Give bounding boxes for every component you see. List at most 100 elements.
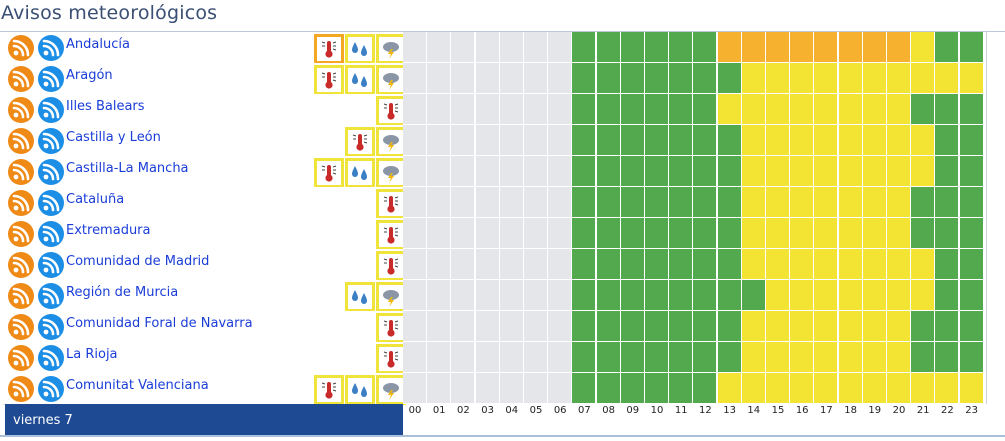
temperature-warning-icon[interactable] — [376, 96, 406, 126]
warning-cell[interactable] — [572, 342, 597, 373]
rss-feed-icon[interactable] — [38, 252, 64, 278]
warning-cell[interactable] — [887, 249, 911, 280]
warning-cell[interactable] — [838, 63, 863, 94]
warning-cell[interactable] — [693, 63, 718, 94]
warning-cell[interactable] — [887, 187, 911, 218]
warning-cell[interactable] — [862, 63, 887, 94]
temperature-warning-icon[interactable] — [376, 313, 406, 343]
rss-feed-icon[interactable] — [38, 190, 64, 216]
warning-cell[interactable] — [403, 373, 427, 404]
warning-cell[interactable] — [717, 63, 742, 94]
warning-cell[interactable] — [475, 94, 500, 125]
warning-cell[interactable] — [790, 342, 815, 373]
warning-cell[interactable] — [959, 280, 984, 311]
warning-cell[interactable] — [645, 94, 669, 125]
warning-cell[interactable] — [645, 156, 669, 187]
warning-cell[interactable] — [790, 32, 815, 63]
warning-cell[interactable] — [766, 125, 790, 156]
warning-cell[interactable] — [959, 311, 984, 342]
rss-feed-icon[interactable] — [8, 252, 34, 278]
warning-cell[interactable] — [451, 125, 476, 156]
warning-cell[interactable] — [790, 156, 815, 187]
warning-cell[interactable] — [620, 373, 645, 404]
warning-cell[interactable] — [935, 311, 960, 342]
warning-cell[interactable] — [693, 187, 718, 218]
region-link[interactable]: Cataluña — [66, 192, 125, 207]
warning-cell[interactable] — [524, 218, 548, 249]
warning-cell[interactable] — [911, 280, 936, 311]
rss-feed-icon[interactable] — [38, 35, 64, 61]
rss-feed-icon[interactable] — [8, 159, 34, 185]
warning-cell[interactable] — [620, 125, 645, 156]
storm-warning-icon[interactable] — [376, 65, 406, 95]
warning-cell[interactable] — [548, 342, 573, 373]
warning-cell[interactable] — [959, 218, 984, 249]
warning-cell[interactable] — [524, 342, 548, 373]
rain-warning-icon[interactable] — [345, 34, 375, 64]
warning-cell[interactable] — [596, 249, 621, 280]
warning-cell[interactable] — [935, 280, 960, 311]
warning-cell[interactable] — [620, 342, 645, 373]
warning-cell[interactable] — [911, 63, 936, 94]
warning-cell[interactable] — [862, 32, 887, 63]
warning-cell[interactable] — [959, 125, 984, 156]
warning-cell[interactable] — [935, 342, 960, 373]
warning-cell[interactable] — [693, 249, 718, 280]
warning-cell[interactable] — [475, 63, 500, 94]
warning-cell[interactable] — [959, 373, 984, 404]
temperature-warning-icon[interactable] — [376, 189, 406, 219]
rain-warning-icon[interactable] — [345, 158, 375, 188]
warning-cell[interactable] — [741, 125, 766, 156]
warning-cell[interactable] — [572, 94, 597, 125]
warning-cell[interactable] — [572, 249, 597, 280]
warning-cell[interactable] — [499, 125, 524, 156]
warning-cell[interactable] — [862, 249, 887, 280]
warning-cell[interactable] — [717, 249, 742, 280]
storm-warning-icon[interactable] — [376, 158, 406, 188]
warning-cell[interactable] — [717, 373, 742, 404]
region-link[interactable]: Andalucía — [66, 37, 130, 52]
warning-cell[interactable] — [548, 63, 573, 94]
rss-feed-icon[interactable] — [38, 345, 64, 371]
warning-cell[interactable] — [499, 63, 524, 94]
warning-cell[interactable] — [959, 63, 984, 94]
warning-cell[interactable] — [499, 342, 524, 373]
warning-cell[interactable] — [403, 342, 427, 373]
warning-cell[interactable] — [669, 311, 694, 342]
warning-cell[interactable] — [959, 187, 984, 218]
rss-feed-icon[interactable] — [38, 128, 64, 154]
warning-cell[interactable] — [741, 311, 766, 342]
warning-cell[interactable] — [596, 125, 621, 156]
warning-cell[interactable] — [766, 373, 790, 404]
warning-cell[interactable] — [548, 311, 573, 342]
warning-cell[interactable] — [475, 218, 500, 249]
warning-cell[interactable] — [451, 187, 476, 218]
warning-cell[interactable] — [911, 373, 936, 404]
warning-cell[interactable] — [741, 218, 766, 249]
rss-feed-icon[interactable] — [8, 190, 34, 216]
warning-cell[interactable] — [862, 187, 887, 218]
warning-cell[interactable] — [427, 280, 452, 311]
warning-cell[interactable] — [717, 187, 742, 218]
warning-cell[interactable] — [935, 373, 960, 404]
warning-cell[interactable] — [475, 32, 500, 63]
storm-warning-icon[interactable] — [376, 34, 406, 64]
warning-cell[interactable] — [548, 94, 573, 125]
warning-cell[interactable] — [645, 280, 669, 311]
warning-cell[interactable] — [427, 32, 452, 63]
warning-cell[interactable] — [887, 156, 911, 187]
warning-cell[interactable] — [669, 125, 694, 156]
warning-cell[interactable] — [524, 94, 548, 125]
warning-cell[interactable] — [499, 94, 524, 125]
rss-feed-icon[interactable] — [38, 97, 64, 123]
warning-cell[interactable] — [475, 280, 500, 311]
warning-cell[interactable] — [475, 187, 500, 218]
warning-cell[interactable] — [499, 187, 524, 218]
region-link[interactable]: Comunidad Foral de Navarra — [66, 316, 253, 331]
rss-feed-icon[interactable] — [8, 221, 34, 247]
warning-cell[interactable] — [862, 156, 887, 187]
warning-cell[interactable] — [862, 125, 887, 156]
warning-cell[interactable] — [814, 156, 839, 187]
warning-cell[interactable] — [596, 187, 621, 218]
warning-cell[interactable] — [572, 156, 597, 187]
